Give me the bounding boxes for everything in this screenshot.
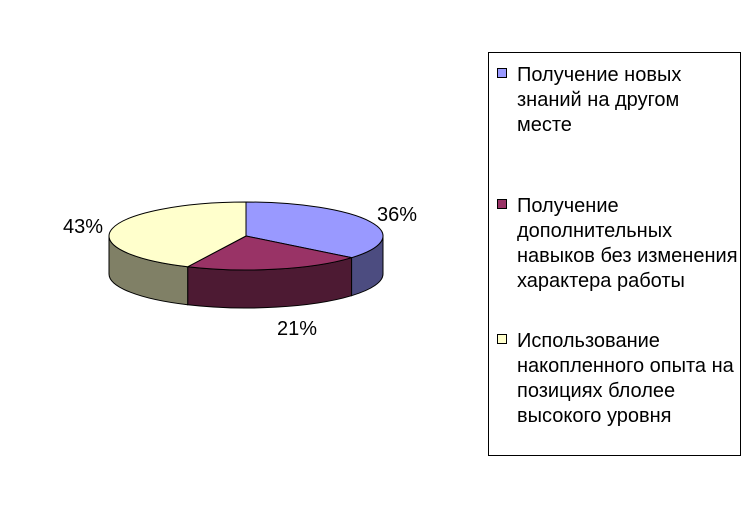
pie-slice <box>108 201 247 268</box>
legend-label: Получение дополнительных навыков без изм… <box>517 195 738 292</box>
pie-chart-svg: 36% 21% 43% <box>63 201 417 340</box>
pie-slice <box>186 235 352 271</box>
legend-label: Использование накопленного опыта на пози… <box>517 330 734 427</box>
legend-label: Получение новых знаний на другом месте <box>517 64 682 136</box>
slice-data-label: 43% <box>63 216 103 238</box>
slice-data-label: 21% <box>277 318 317 340</box>
legend: Получение новых знаний на другом месте П… <box>488 52 741 456</box>
pie-slice <box>245 201 384 259</box>
legend-swatch <box>497 199 507 209</box>
legend-swatch <box>497 68 507 78</box>
pie-chart: 36% 21% 43% <box>63 201 417 340</box>
slice-data-label: 36% <box>377 204 417 226</box>
legend-swatch <box>497 334 507 344</box>
